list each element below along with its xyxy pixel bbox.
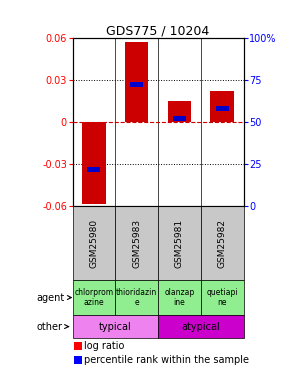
Bar xyxy=(168,101,191,122)
Bar xyxy=(130,82,143,87)
Text: agent: agent xyxy=(36,292,71,303)
Text: atypical: atypical xyxy=(182,322,220,332)
Text: thioridazin
e: thioridazin e xyxy=(116,288,157,307)
Text: GSM25981: GSM25981 xyxy=(175,219,184,268)
Text: other: other xyxy=(36,322,68,332)
Bar xyxy=(87,167,100,172)
Bar xyxy=(72,280,115,315)
Bar xyxy=(201,207,244,280)
Bar xyxy=(211,91,234,122)
Bar xyxy=(125,42,148,122)
Bar xyxy=(201,280,244,315)
Bar xyxy=(173,116,186,121)
Bar xyxy=(82,122,106,204)
Bar xyxy=(74,342,82,350)
Bar xyxy=(158,207,201,280)
Text: quetiapi
ne: quetiapi ne xyxy=(206,288,238,307)
Text: GSM25983: GSM25983 xyxy=(132,219,141,268)
Bar xyxy=(115,280,158,315)
Title: GDS775 / 10204: GDS775 / 10204 xyxy=(106,24,210,38)
Text: chlorprom
azine: chlorprom azine xyxy=(74,288,113,307)
Text: olanzap
ine: olanzap ine xyxy=(164,288,195,307)
Bar xyxy=(158,280,201,315)
Bar xyxy=(158,315,244,339)
Bar xyxy=(115,207,158,280)
Bar xyxy=(216,106,229,111)
Text: typical: typical xyxy=(99,322,132,332)
Text: percentile rank within the sample: percentile rank within the sample xyxy=(84,355,249,365)
Bar xyxy=(74,356,82,364)
Bar xyxy=(72,315,158,339)
Text: GSM25982: GSM25982 xyxy=(218,219,227,268)
Bar xyxy=(72,207,115,280)
Text: log ratio: log ratio xyxy=(84,341,124,351)
Text: GSM25980: GSM25980 xyxy=(89,219,98,268)
